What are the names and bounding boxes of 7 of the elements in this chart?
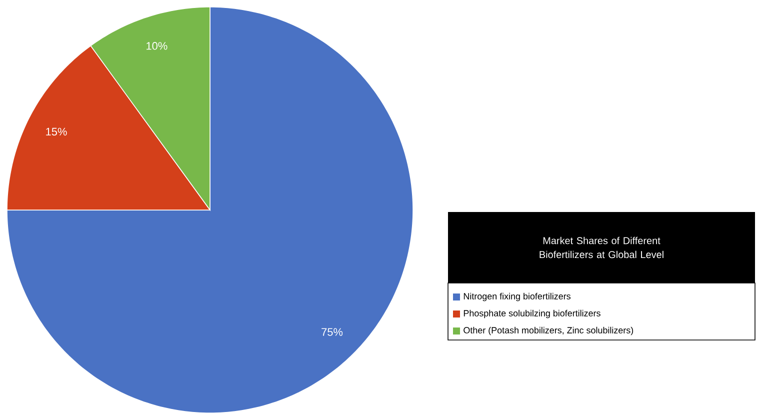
data-label: 75% [322, 328, 343, 336]
legend-label: Nitrogen fixing biofertilizers [464, 292, 570, 302]
legend-label: Other (Potash mobilizers, Zinc solubilizers) [464, 326, 634, 336]
legend-title: Market Shares of Different Biofertilizers at Global Level [540, 236, 664, 258]
legend-label: Phosphate solubilzing biofertilizers [464, 310, 600, 318]
data-label: 15% [46, 128, 67, 136]
data-label: 10% [146, 42, 168, 50]
